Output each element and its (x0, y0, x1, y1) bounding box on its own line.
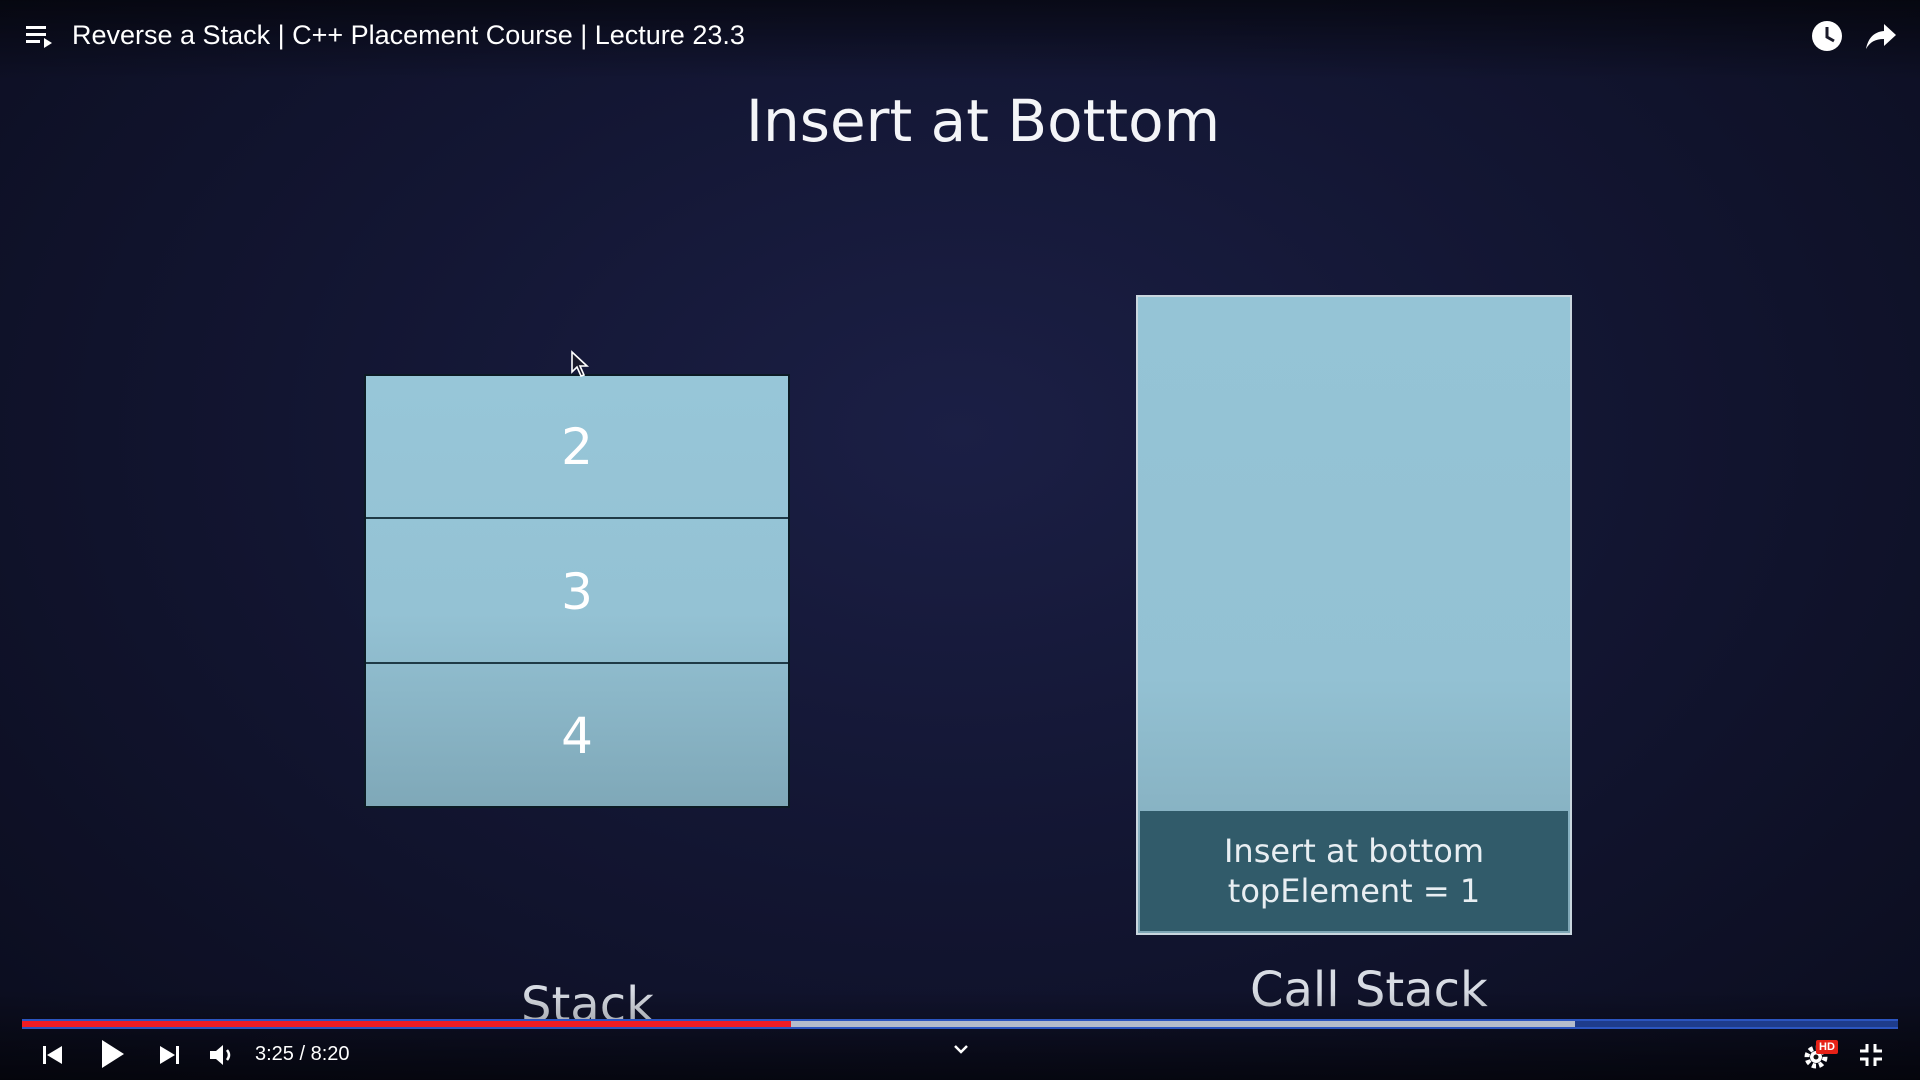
stack-item: 4 (561, 707, 593, 765)
call-frame-variable: topElement = 1 (1227, 872, 1481, 910)
stack-item: 2 (366, 376, 788, 519)
next-button[interactable] (154, 1040, 184, 1070)
share-icon[interactable] (1864, 20, 1898, 52)
stack-item: 3 (366, 521, 788, 664)
top-bar: Reverse a Stack | C++ Placement Course |… (0, 0, 1920, 80)
progress-bar[interactable] (22, 1019, 1898, 1029)
call-stack-diagram: Insert at bottom topElement = 1 (1136, 295, 1572, 935)
video-title[interactable]: Reverse a Stack | C++ Placement Course |… (72, 20, 745, 50)
progress-played (22, 1021, 792, 1027)
chevron-down-icon[interactable] (950, 1040, 972, 1060)
previous-button[interactable] (38, 1040, 68, 1070)
call-frame-name: Insert at bottom (1223, 832, 1484, 870)
watch-later-icon[interactable] (1810, 19, 1844, 53)
time-display: 3:25 / 8:20 (255, 1043, 350, 1065)
hd-badge: HD (1816, 1040, 1838, 1054)
call-frame: Insert at bottom topElement = 1 (1140, 811, 1568, 931)
stack-diagram: 2 3 4 (364, 374, 790, 808)
playlist-icon[interactable] (24, 22, 56, 50)
mouse-cursor-icon (571, 350, 590, 377)
slide-title: Insert at Bottom (745, 87, 1221, 155)
exit-fullscreen-button[interactable] (1856, 1040, 1886, 1070)
play-button[interactable] (96, 1036, 128, 1072)
volume-button[interactable] (206, 1040, 236, 1070)
controls-gradient (0, 990, 1920, 1080)
progress-buffered (22, 1021, 1576, 1027)
